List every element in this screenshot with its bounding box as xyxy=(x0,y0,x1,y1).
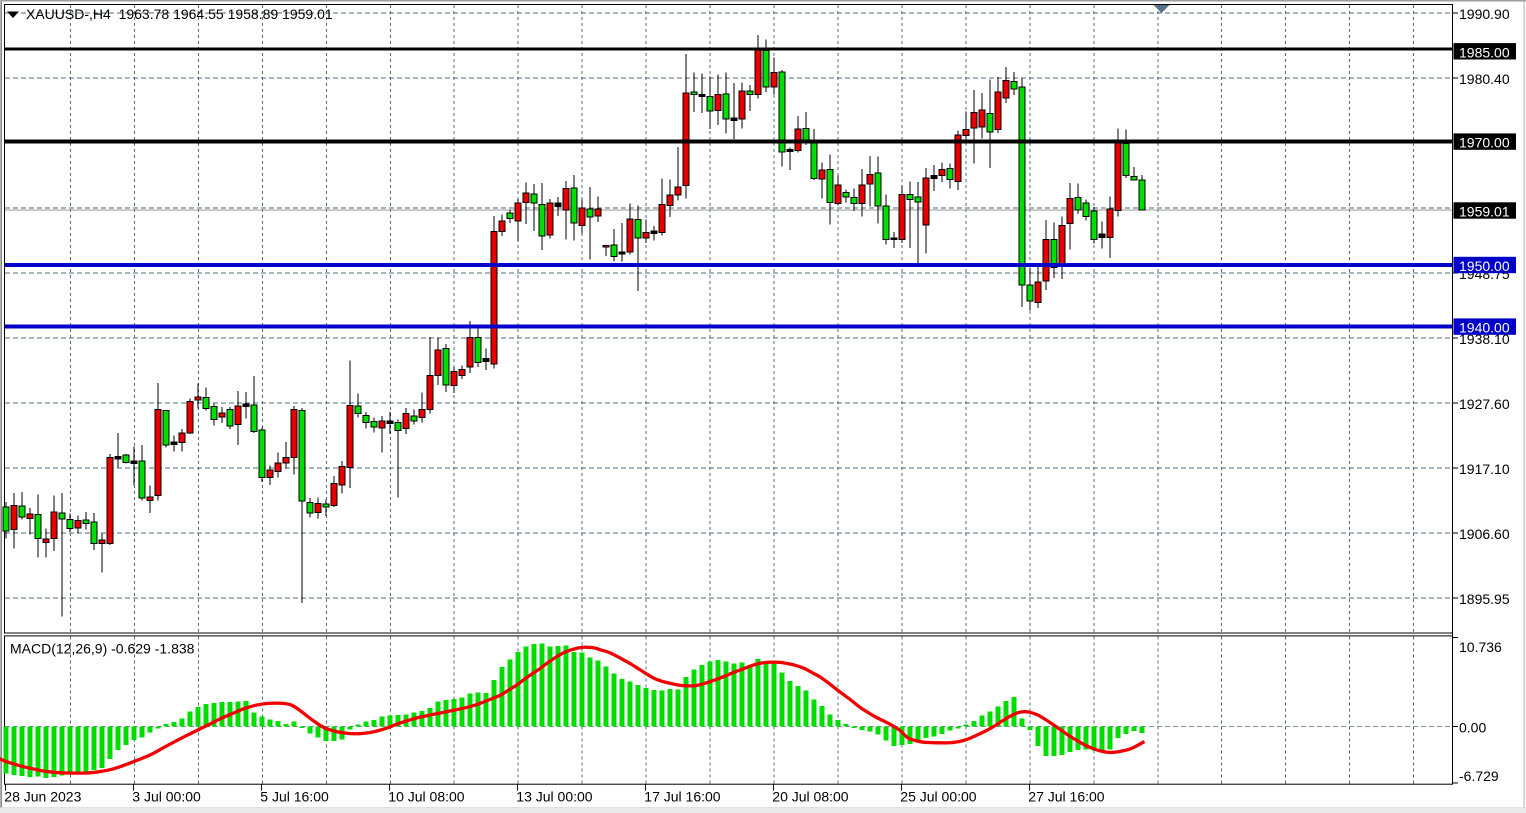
svg-text:10 Jul 08:00: 10 Jul 08:00 xyxy=(388,789,464,805)
svg-text:10.736: 10.736 xyxy=(1459,639,1502,655)
svg-text:1895.95: 1895.95 xyxy=(1459,591,1510,607)
svg-text:20 Jul 08:00: 20 Jul 08:00 xyxy=(772,789,848,805)
svg-text:5 Jul 16:00: 5 Jul 16:00 xyxy=(260,789,329,805)
svg-text:25 Jul 00:00: 25 Jul 00:00 xyxy=(900,789,976,805)
svg-text:1990.90: 1990.90 xyxy=(1459,6,1510,22)
svg-text:0.00: 0.00 xyxy=(1459,720,1486,736)
svg-text:1940.00: 1940.00 xyxy=(1459,320,1510,336)
svg-text:1985.00: 1985.00 xyxy=(1459,44,1510,60)
svg-text:-6.729: -6.729 xyxy=(1459,768,1499,784)
svg-text:1970.00: 1970.00 xyxy=(1459,135,1510,151)
svg-text:1927.60: 1927.60 xyxy=(1459,396,1510,412)
svg-text:13 Jul 00:00: 13 Jul 00:00 xyxy=(516,789,592,805)
svg-text:27 Jul 16:00: 27 Jul 16:00 xyxy=(1028,789,1104,805)
svg-text:1950.00: 1950.00 xyxy=(1459,258,1510,274)
svg-text:MACD(12,26,9) -0.629 -1.838: MACD(12,26,9) -0.629 -1.838 xyxy=(10,641,195,657)
svg-text:3 Jul 00:00: 3 Jul 00:00 xyxy=(132,789,201,805)
svg-text:1906.60: 1906.60 xyxy=(1459,526,1510,542)
svg-text:1917.10: 1917.10 xyxy=(1459,461,1510,477)
svg-text:1938.10: 1938.10 xyxy=(1459,331,1510,347)
svg-text:1980.40: 1980.40 xyxy=(1459,71,1510,87)
svg-text:XAUUSD-,H4 1963.78 1964.55 19: XAUUSD-,H4 1963.78 1964.55 1958.89 1959.… xyxy=(26,6,333,22)
svg-text:17 Jul 16:00: 17 Jul 16:00 xyxy=(644,789,720,805)
svg-text:28 Jun 2023: 28 Jun 2023 xyxy=(4,789,81,805)
svg-text:1959.01: 1959.01 xyxy=(1459,204,1510,220)
